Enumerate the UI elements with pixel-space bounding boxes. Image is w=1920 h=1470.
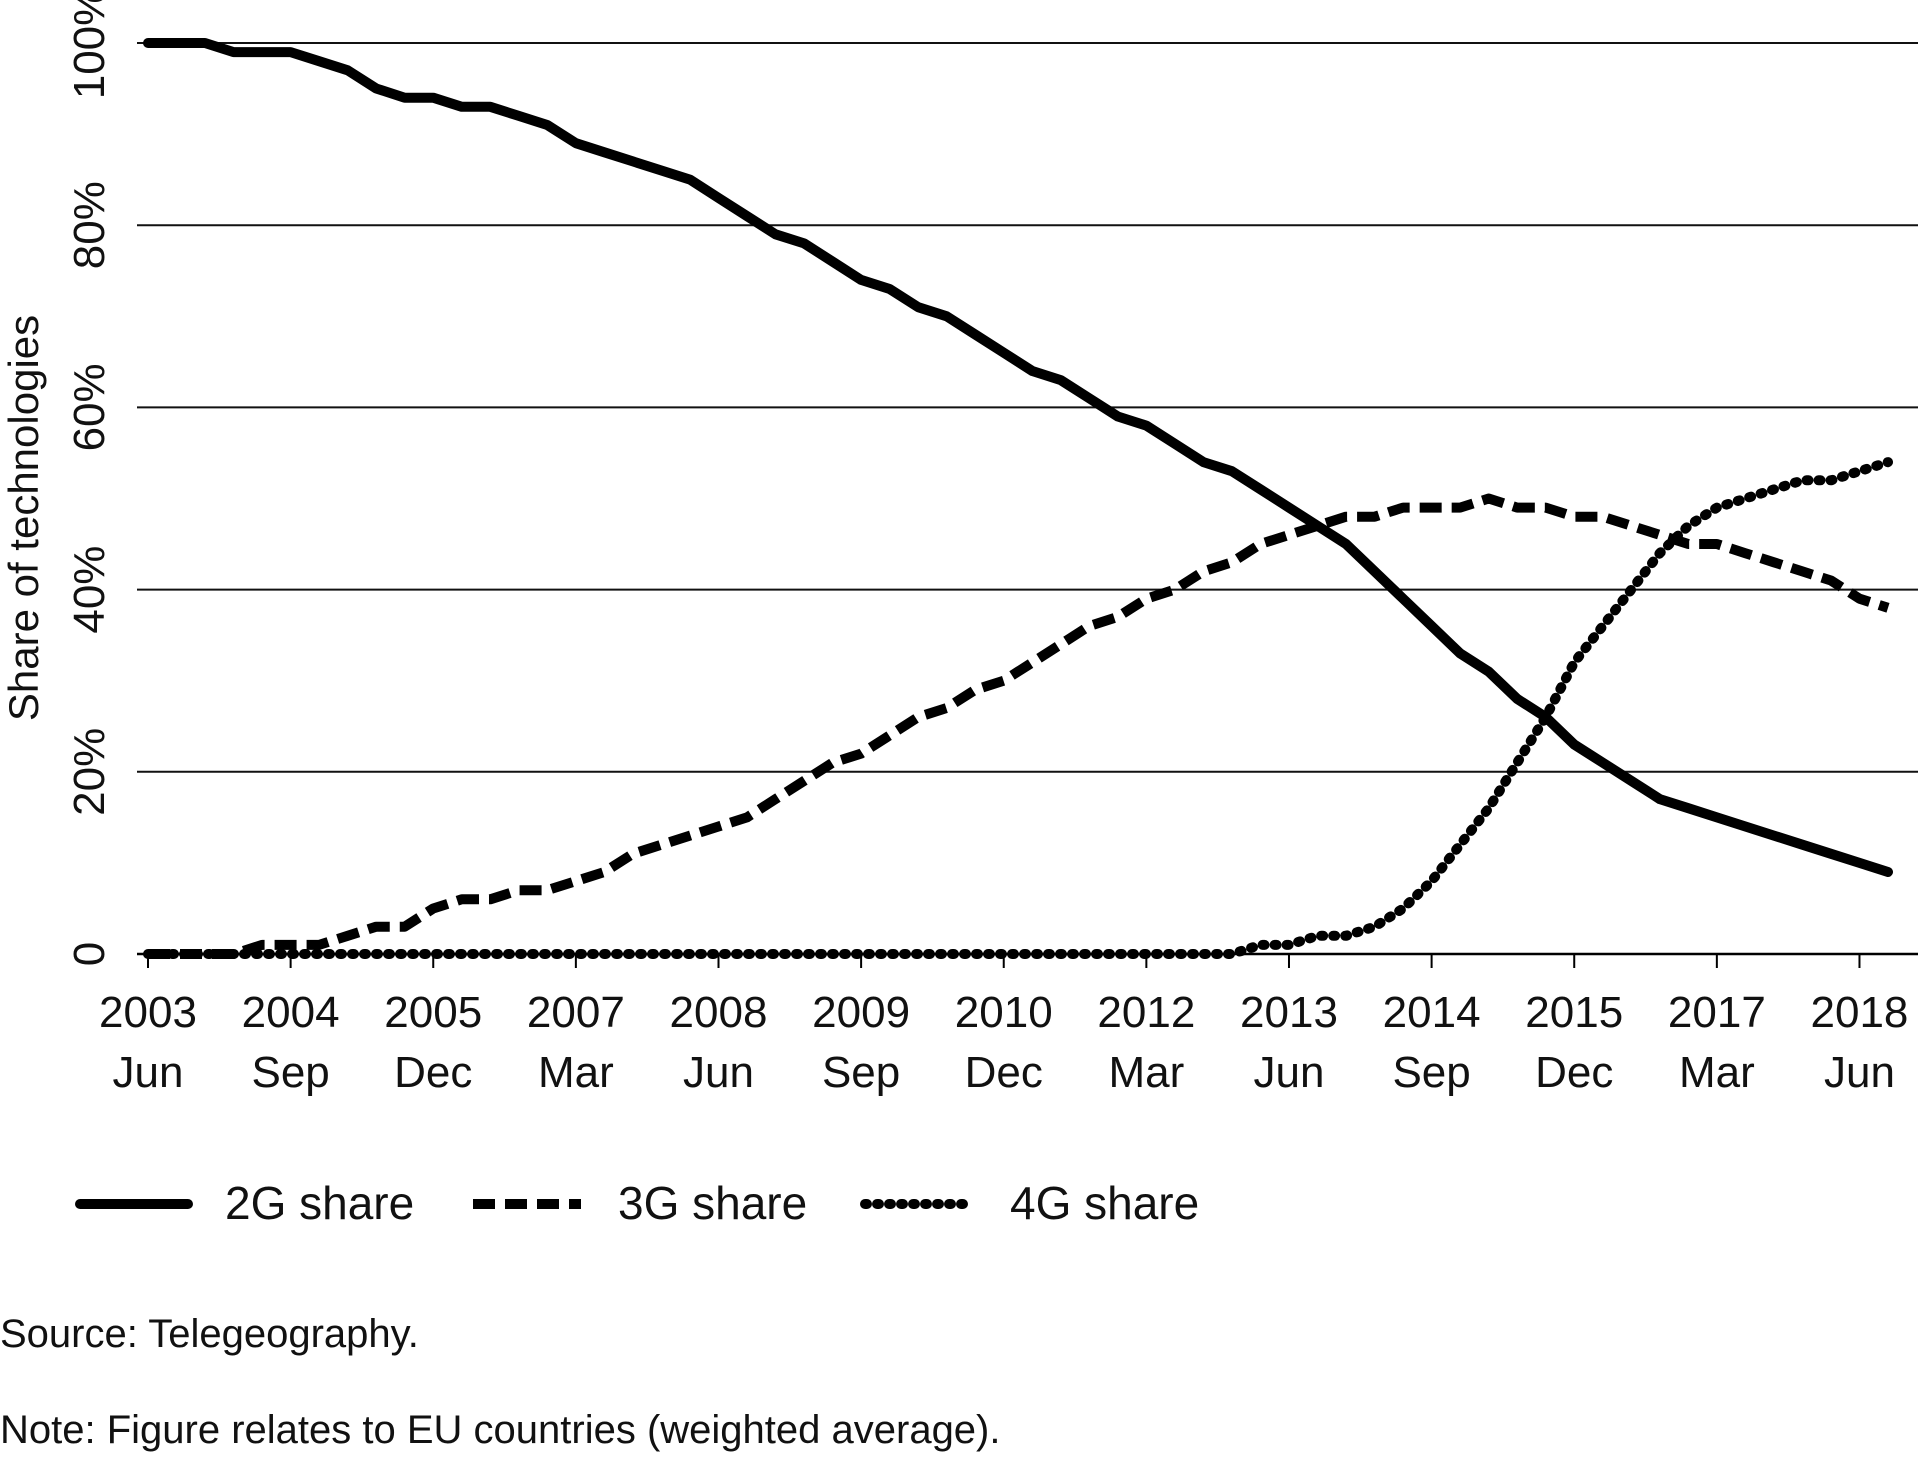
x-tick-year: 2013 [1240, 988, 1338, 1037]
source-note: Source: Telegeography. [0, 1312, 419, 1356]
x-tick-year: 2018 [1811, 988, 1909, 1037]
x-tick-year: 2010 [955, 988, 1053, 1037]
y-tick-label: 60% [65, 363, 114, 451]
x-tick-year: 2017 [1668, 988, 1766, 1037]
x-tick-month: Dec [394, 1048, 472, 1097]
series-2g-share [143, 38, 1893, 877]
y-tick-label: 80% [65, 181, 114, 269]
x-tick-month: Mar [538, 1048, 614, 1097]
x-tick-month: Mar [1679, 1048, 1755, 1097]
series-4g-share [143, 457, 1893, 959]
legend-label: 2G share [225, 1177, 414, 1229]
x-tick-year: 2003 [99, 988, 197, 1037]
x-tick-month: Jun [1824, 1048, 1895, 1097]
series-3g-share [148, 493, 1890, 959]
x-tick-month: Jun [1254, 1048, 1325, 1097]
x-tick-month: Jun [113, 1048, 184, 1097]
y-axis: 0 20% 40% 60% 80% 100% [65, 0, 114, 966]
x-tick-year: 2004 [242, 988, 340, 1037]
grid-lines [137, 42, 1918, 956]
legend: 2G share 3G share 4G share [75, 1177, 1199, 1229]
y-tick-label: 0 [65, 942, 114, 966]
legend-label: 3G share [618, 1177, 807, 1229]
x-tick-month: Mar [1108, 1048, 1184, 1097]
x-tick-year: 2007 [527, 988, 625, 1037]
x-tick-month: Sep [1392, 1048, 1470, 1097]
x-tick-year: 2005 [384, 988, 482, 1037]
x-tick-year: 2012 [1097, 988, 1195, 1037]
x-tick-month: Dec [1535, 1048, 1613, 1097]
x-tick-month: Sep [822, 1048, 900, 1097]
x-tick-year: 2009 [812, 988, 910, 1037]
legend-label: 4G share [1010, 1177, 1199, 1229]
x-tick-month: Jun [683, 1048, 754, 1097]
y-tick-label: 40% [65, 546, 114, 634]
x-tick-month: Sep [251, 1048, 329, 1097]
y-axis-label: Share of technologies [0, 315, 47, 721]
x-tick-year: 2008 [670, 988, 768, 1037]
x-axis: 2003 Jun 2004 Sep 2005 Dec 2007 Mar 2008 Jun 2009 S… [99, 954, 1908, 1097]
x-tick-month: Dec [965, 1048, 1043, 1097]
x-tick-year: 2014 [1383, 988, 1481, 1037]
y-tick-label: 100% [65, 0, 114, 99]
line-chart: 020%40%60%80%100% 2003Jun2004Sep2005Dec2… [0, 0, 1918, 1229]
series-lines [143, 38, 1893, 959]
x-tick-year: 2015 [1525, 988, 1623, 1037]
figure-note: Note: Figure relates to EU countries (we… [0, 1408, 1001, 1452]
y-tick-label: 20% [65, 728, 114, 816]
